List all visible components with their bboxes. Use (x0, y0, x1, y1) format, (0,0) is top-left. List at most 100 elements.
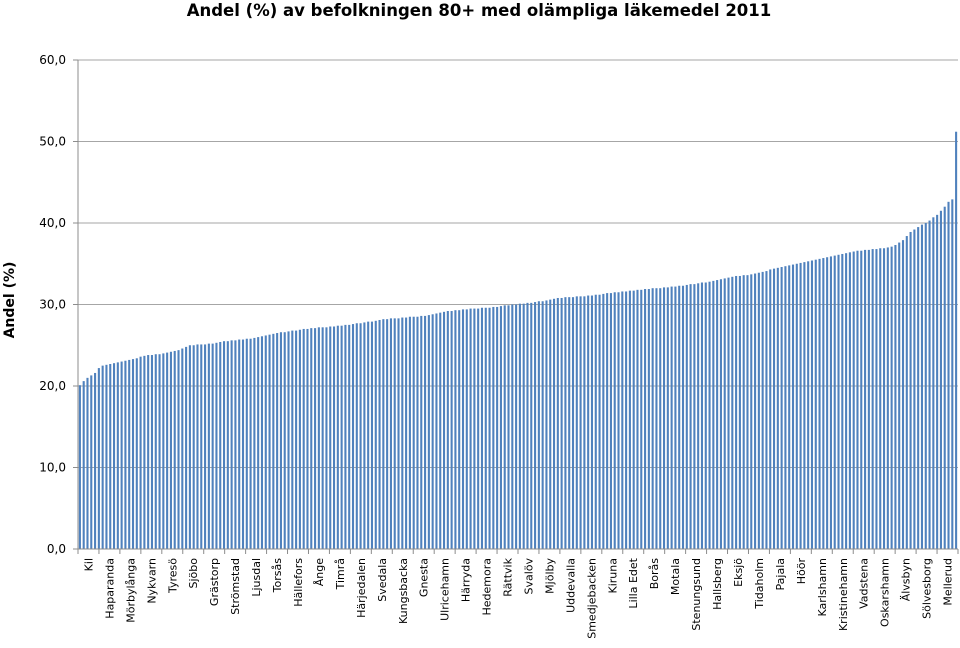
x-tick-label: Ljusdal (250, 558, 263, 597)
bar (222, 341, 226, 549)
bar (291, 330, 294, 549)
bar (306, 328, 309, 549)
bar (382, 319, 385, 549)
bar (196, 344, 199, 549)
bar (314, 328, 317, 549)
bar (583, 296, 586, 549)
bar (534, 302, 537, 549)
x-tick-label: Borås (648, 558, 661, 590)
bar (124, 360, 127, 549)
bar (257, 337, 260, 549)
bar (917, 227, 920, 549)
x-tick-label: Tyresö (166, 558, 179, 594)
bar (697, 283, 700, 549)
x-tick-label: Pajala (774, 558, 787, 590)
bar (613, 292, 616, 549)
bar (348, 324, 351, 550)
bar (939, 210, 942, 549)
bar (515, 304, 518, 549)
bar (329, 326, 332, 549)
bar (693, 284, 696, 550)
bar (829, 256, 832, 549)
bar (458, 310, 461, 549)
bar (97, 368, 100, 549)
bar (913, 229, 916, 549)
bar (803, 262, 806, 549)
x-tick-label: Smedjebacken (585, 558, 598, 639)
bar (936, 214, 939, 549)
x-tick-label: Vadstena (858, 558, 871, 609)
bar (492, 306, 495, 549)
bar (442, 311, 446, 549)
x-axis-ticks: Kil Haparanda Mörbylånga Nykvarn Tyresö Sjöbo… (77, 549, 959, 639)
bar (814, 259, 817, 549)
bar (579, 296, 582, 549)
bar (882, 248, 886, 549)
bar (204, 344, 207, 549)
bar (154, 354, 157, 549)
bar (799, 262, 802, 549)
bar (590, 295, 594, 549)
bar (727, 277, 730, 549)
bar (139, 356, 142, 549)
x-tick-label: Lilla Edet (627, 557, 640, 608)
bar (738, 275, 741, 549)
bar (587, 295, 590, 549)
x-tick-label: Eksjö (732, 558, 745, 587)
y-tick-label: 20,0 (39, 379, 66, 393)
bar (427, 315, 430, 549)
x-tick-label: Oskarshamn (879, 558, 892, 627)
y-tick-label: 0,0 (47, 542, 66, 556)
bar (499, 306, 502, 549)
bar (169, 351, 172, 549)
y-tick-label: 40,0 (39, 216, 66, 230)
bar (166, 352, 169, 549)
y-axis-ticks: 0,0 10,0 20,0 30,0 40,0 50,0 60,0 (39, 53, 78, 556)
bar (503, 305, 506, 549)
bar (644, 289, 647, 549)
bar (735, 275, 738, 549)
bar (94, 372, 97, 549)
bar (260, 336, 264, 549)
x-tick-label: Härjedalen (355, 558, 368, 618)
bar (147, 355, 150, 549)
bar (90, 375, 93, 549)
bar (625, 291, 628, 549)
bar (901, 240, 905, 549)
bar (841, 253, 844, 549)
bar (162, 353, 165, 549)
bar (617, 292, 620, 549)
bar (397, 318, 400, 549)
x-tick-label: Rättvik (502, 557, 515, 596)
bar (188, 345, 191, 549)
bar (681, 285, 685, 549)
bar (757, 272, 760, 549)
bar (120, 361, 123, 549)
bar (560, 297, 563, 549)
bar (875, 249, 878, 549)
bar (564, 297, 567, 549)
bar (894, 245, 897, 549)
x-tick-label: Härryda (460, 558, 473, 602)
bar (82, 381, 85, 549)
bar (431, 314, 434, 549)
bar (932, 217, 935, 550)
bar (234, 340, 237, 549)
bar (761, 271, 764, 549)
bar (708, 281, 711, 549)
bar (359, 323, 362, 549)
bar (826, 257, 829, 549)
bar (249, 338, 252, 549)
bar (245, 338, 248, 549)
x-tick-label: Mellerud (942, 558, 955, 606)
bar (211, 343, 214, 549)
bar (632, 290, 635, 549)
bar (401, 317, 404, 549)
bar (700, 282, 704, 549)
bar (302, 328, 305, 549)
bar (788, 265, 791, 549)
x-tick-label: Ånge (313, 558, 326, 586)
bar (951, 199, 954, 549)
bar (818, 258, 821, 549)
x-tick-label: Kil (83, 558, 96, 571)
